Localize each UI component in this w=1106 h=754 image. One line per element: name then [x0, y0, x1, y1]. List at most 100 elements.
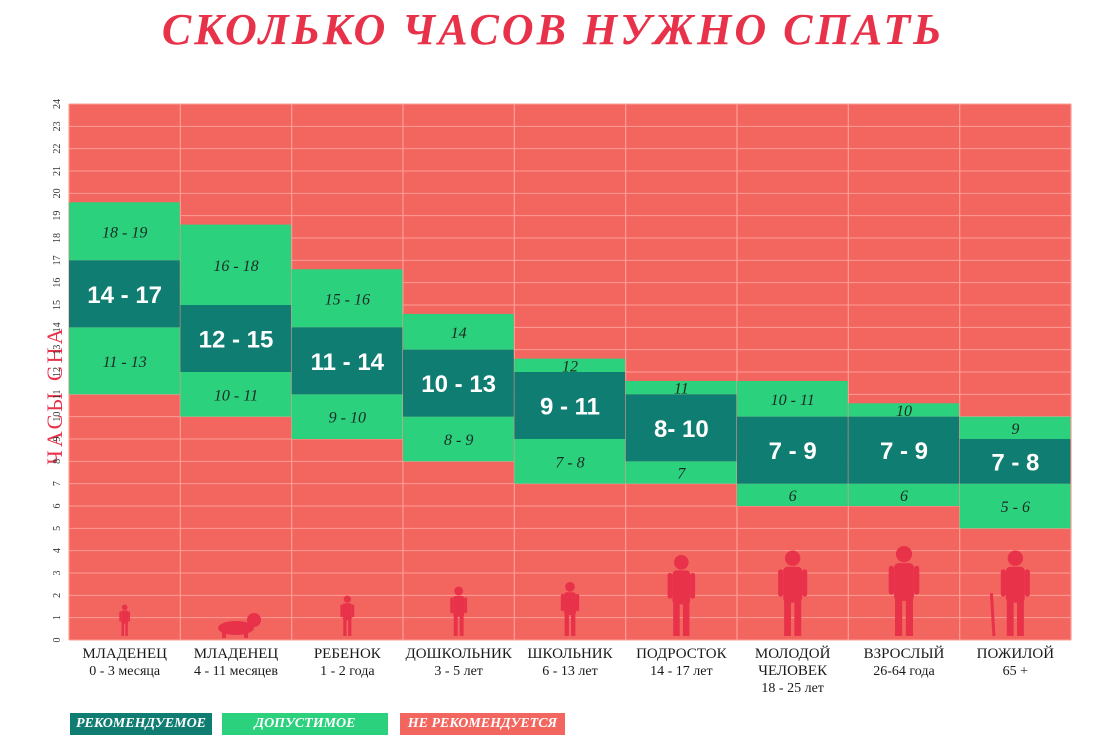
acceptable-low-bar — [959, 483, 1071, 529]
category-subtitle: 6 - 13 лет — [542, 664, 597, 679]
y-tick-label: 4 — [52, 548, 63, 553]
acceptable-low-bar — [403, 416, 514, 462]
category-title: ДОШКОЛЬНИК — [405, 646, 512, 662]
toddler-icon — [340, 595, 355, 636]
y-tick-label: 11 — [52, 390, 63, 400]
recommended-label: 9 - 11 — [540, 394, 600, 421]
y-tick-label: 20 — [52, 188, 63, 198]
y-tick-label: 19 — [52, 211, 63, 221]
acceptable-low-bar — [625, 461, 737, 484]
category-title: МЛАДЕНЕЦ — [194, 646, 279, 662]
recommended-bar — [514, 372, 626, 439]
young-adult-icon — [778, 550, 808, 636]
recommended-label: 10 - 13 — [421, 371, 496, 398]
y-tick-label: 13 — [52, 345, 63, 355]
acceptable-high-label: 10 - 11 — [771, 392, 815, 409]
y-tick-label: 12 — [52, 367, 63, 377]
crawling-baby-icon — [218, 613, 261, 638]
acceptable-high-label: 10 — [896, 403, 912, 420]
acceptable-high-bar — [180, 224, 292, 305]
y-tick-label: 15 — [52, 300, 63, 310]
recommended-bar — [959, 439, 1071, 484]
y-tick-label: 17 — [52, 255, 63, 265]
y-tick-label: 5 — [52, 526, 63, 531]
acceptable-low-label: 10 - 11 — [214, 387, 258, 404]
category-subtitle: 0 - 3 месяца — [89, 664, 161, 679]
recommended-label: 7 - 9 — [880, 438, 928, 465]
acceptable-low-label: 8 - 9 — [444, 432, 473, 449]
category-title: ШКОЛЬНИК — [527, 646, 613, 662]
acceptable-low-label: 5 - 6 — [1001, 499, 1030, 516]
y-tick-label: 1 — [52, 615, 63, 620]
acceptable-high-label: 11 — [674, 381, 689, 398]
y-tick-label: 6 — [52, 504, 63, 509]
recommended-label: 11 - 14 — [311, 349, 385, 376]
acceptable-low-label: 9 - 10 — [329, 410, 366, 427]
recommended-bar — [403, 349, 514, 417]
acceptable-low-bar — [69, 327, 180, 395]
acceptable-high-label: 14 — [451, 325, 467, 342]
y-tick-label: 10 — [52, 412, 63, 422]
acceptable-high-label: 9 — [1011, 421, 1019, 438]
acceptable-high-bar — [291, 269, 403, 328]
adult-icon — [888, 546, 920, 636]
y-tick-label: 23 — [52, 121, 63, 131]
recommended-label: 12 - 15 — [199, 327, 274, 354]
y-tick-label: 0 — [52, 638, 63, 643]
category-subtitle: 26-64 года — [873, 664, 935, 679]
acceptable-low-label: 7 - 8 — [555, 454, 584, 471]
y-tick-label: 3 — [52, 571, 63, 576]
preschooler-icon — [450, 586, 468, 636]
legend-acceptable: ДОПУСТИМОЕ — [222, 713, 388, 735]
recommended-bar — [180, 305, 292, 372]
category-title: РЕБЕНОК — [314, 646, 382, 662]
acceptable-low-label: 6 — [900, 488, 908, 505]
acceptable-high-label: 12 — [562, 358, 578, 375]
acceptable-low-bar — [180, 372, 292, 417]
recommended-bar — [737, 416, 848, 484]
acceptable-low-bar — [514, 439, 626, 484]
category-title: МЛАДЕНЕЦ — [82, 646, 167, 662]
legend-not-recommended: НЕ РЕКОМЕНДУЕТСЯ — [400, 713, 565, 735]
category-subtitle: 18 - 25 лет — [761, 681, 823, 696]
acceptable-high-label: 18 - 19 — [102, 224, 147, 241]
schoolchild-icon — [560, 582, 580, 636]
recommended-bar — [69, 260, 180, 328]
acceptable-high-bar — [848, 403, 960, 417]
category-subtitle: 14 - 17 лет — [650, 664, 712, 679]
y-tick-label: 21 — [52, 166, 63, 176]
recommended-label: 7 - 8 — [991, 449, 1039, 476]
y-tick-label: 22 — [52, 144, 63, 154]
recommended-label: 8- 10 — [654, 416, 709, 443]
category-subtitle: 1 - 2 года — [320, 664, 375, 679]
recommended-label: 7 - 9 — [769, 438, 817, 465]
baby-newborn-icon — [119, 604, 131, 636]
y-tick-label: 2 — [52, 593, 63, 598]
legend-recommended: РЕКОМЕНДУЕМОЕ — [70, 713, 212, 735]
acceptable-low-label: 11 - 13 — [103, 354, 147, 371]
acceptable-high-label: 15 - 16 — [325, 291, 370, 308]
category-title: ВЗРОСЛЫЙ — [864, 645, 945, 662]
acceptable-high-bar — [69, 202, 180, 261]
y-tick-label: 14 — [52, 322, 63, 332]
category-title: ПОЖИЛОЙ — [977, 645, 1055, 662]
acceptable-high-bar — [737, 380, 848, 417]
category-subtitle: 3 - 5 лет — [434, 664, 482, 679]
category-title: ПОДРОСТОК — [636, 646, 727, 662]
acceptable-low-bar — [848, 483, 960, 506]
recommended-bar — [625, 394, 737, 462]
acceptable-low-bar — [737, 483, 848, 506]
y-tick-label: 16 — [52, 278, 63, 288]
category-title: МОЛОДОЙ — [755, 645, 831, 662]
y-tick-label: 7 — [52, 481, 63, 486]
acceptable-high-bar — [403, 313, 514, 350]
acceptable-high-bar — [625, 380, 737, 395]
y-tick-label: 9 — [52, 437, 63, 442]
acceptable-high-bar — [514, 358, 626, 372]
category-subtitle: 4 - 11 месяцев — [194, 664, 278, 679]
acceptable-low-label: 7 — [677, 466, 686, 483]
teenager-icon — [667, 555, 696, 636]
recommended-bar — [291, 327, 403, 395]
y-tick-label: 18 — [52, 233, 63, 243]
